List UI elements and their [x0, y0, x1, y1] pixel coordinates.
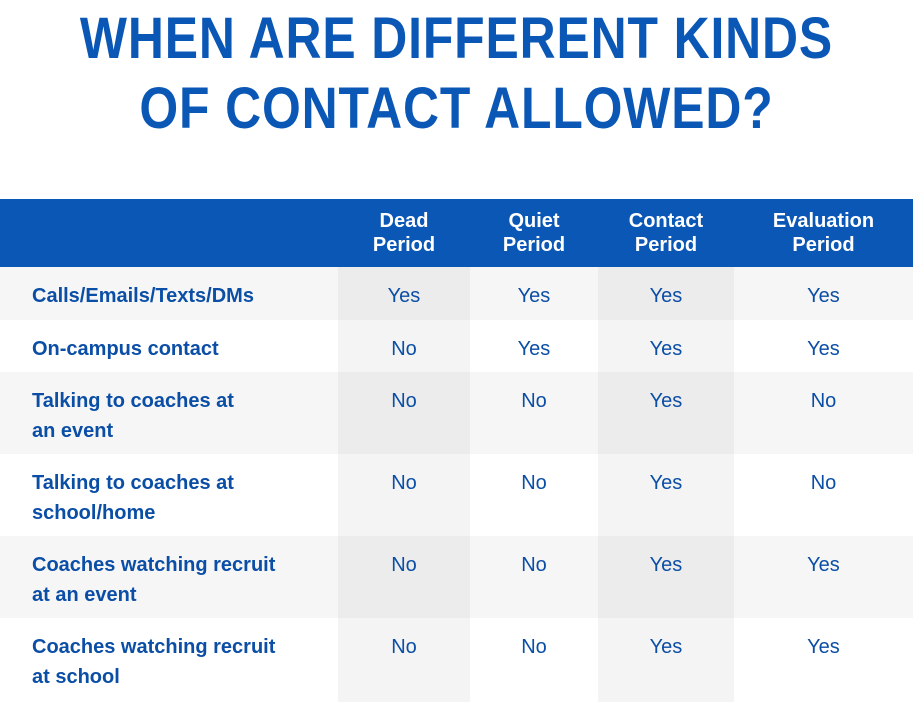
evaluation-period-value: No [734, 372, 913, 454]
row-label: Coaches watching recruit at school [0, 618, 338, 702]
quiet-period-value: No [470, 618, 598, 702]
contact-period-value: Yes [598, 454, 734, 536]
header-contact-period: Contact Period [628, 210, 704, 256]
row-label: Talking to coaches at school/home [0, 454, 338, 536]
dead-period-value: Yes [338, 267, 470, 320]
table-row: Talking to coaches at school/home No No Y… [0, 454, 913, 536]
evaluation-period-value: Yes [734, 536, 913, 618]
table-row: On-campus contact No Yes Yes Yes [0, 320, 913, 372]
table-header-row: Dead Period Quiet Period Contact Period Eva… [0, 199, 913, 267]
evaluation-period-value: Yes [734, 320, 913, 372]
header-dead-period: Dead Period [372, 210, 436, 256]
row-label: Coaches watching recruit at an event [0, 536, 338, 618]
contact-period-value: Yes [598, 618, 734, 702]
evaluation-period-value: Yes [734, 267, 913, 320]
quiet-period-value: Yes [470, 320, 598, 372]
quiet-period-value: No [470, 372, 598, 454]
title-line-2: OF CONTACT ALLOWED? [139, 76, 774, 141]
dead-period-value: No [338, 372, 470, 454]
contact-period-value: Yes [598, 320, 734, 372]
table-row: Coaches watching recruit at an event No N… [0, 536, 913, 618]
contact-period-value: Yes [598, 372, 734, 454]
row-label: Calls/Emails/Texts/DMs [0, 267, 338, 320]
quiet-period-value: No [470, 536, 598, 618]
header-empty-cell [0, 199, 338, 267]
contact-periods-table: Dead Period Quiet Period Contact Period Eva… [0, 199, 913, 702]
table-row: Calls/Emails/Texts/DMs Yes Yes Yes Yes [0, 267, 913, 320]
header-evaluation-period: Evaluation Period [772, 210, 875, 256]
title-line-1: WHEN ARE DIFFERENT KINDS [79, 6, 834, 71]
row-label: Talking to coaches at an event [0, 372, 338, 454]
dead-period-value: No [338, 320, 470, 372]
page-title: WHEN ARE DIFFERENT KINDS OF CONTACT ALLO… [64, 4, 849, 144]
row-label: On-campus contact [0, 320, 338, 372]
dead-period-value: No [338, 454, 470, 536]
quiet-period-value: Yes [470, 267, 598, 320]
dead-period-value: No [338, 536, 470, 618]
contact-period-value: Yes [598, 267, 734, 320]
dead-period-value: No [338, 618, 470, 702]
table-row: Talking to coaches at an event No No Yes … [0, 372, 913, 454]
header-quiet-period: Quiet Period [502, 210, 566, 256]
contact-period-value: Yes [598, 536, 734, 618]
evaluation-period-value: No [734, 454, 913, 536]
table-row: Coaches watching recruit at school No No … [0, 618, 913, 702]
quiet-period-value: No [470, 454, 598, 536]
evaluation-period-value: Yes [734, 618, 913, 702]
